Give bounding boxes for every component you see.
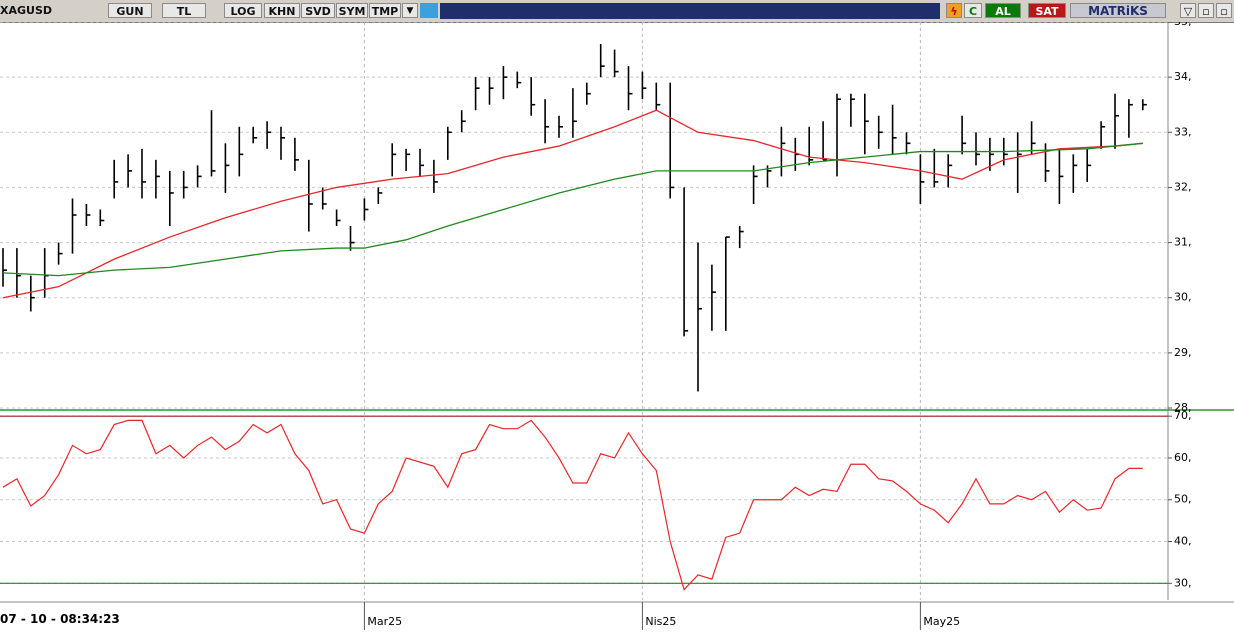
y-tick-label: 32, xyxy=(1174,180,1192,193)
y-tick-label: 35, xyxy=(1174,22,1192,28)
y-tick-label: 34, xyxy=(1174,70,1192,83)
y-tick-label: 29, xyxy=(1174,346,1192,359)
sell[interactable]: SAT xyxy=(1028,3,1066,18)
x-tick-label: Mar25 xyxy=(367,615,402,628)
y-tick-label: 60, xyxy=(1174,451,1192,464)
button[interactable]: SYM xyxy=(336,3,368,18)
button[interactable]: TL xyxy=(162,3,206,18)
toolbar-fill xyxy=(440,3,940,19)
y-tick-label: 30, xyxy=(1174,576,1192,589)
alert-icon[interactable]: ϟ xyxy=(946,3,962,18)
share-icon[interactable] xyxy=(420,3,438,18)
button[interactable]: SVD xyxy=(301,3,335,18)
dropdown[interactable]: ▼ xyxy=(402,3,418,18)
window-button[interactable]: ▫ xyxy=(1216,3,1232,18)
window-button[interactable]: ▽ xyxy=(1180,3,1196,18)
brand: MATRiKS xyxy=(1070,3,1166,18)
button[interactable]: KHN xyxy=(264,3,300,18)
y-tick-label: 40, xyxy=(1174,535,1192,548)
y-tick-label: 70, xyxy=(1174,409,1192,422)
time: 07 - 10 - 08:34:23 xyxy=(0,612,120,626)
moving-average xyxy=(2,109,1143,299)
chart: Mar25 Nis25 May25 35, 34, 33, 32, 31, 30, 29, 28,7… xyxy=(0,22,1234,630)
y-tick-label: 31, xyxy=(1174,236,1192,249)
symbol[interactable]: XAGUSD xyxy=(0,3,100,18)
moving-average xyxy=(2,142,1143,277)
toolbar: XAGUSD GUN TL LOG KHN SVD SYM TMP ▼ ϟ C … xyxy=(0,0,1234,23)
x-tick-label: Nis25 xyxy=(645,615,676,628)
rsi-line xyxy=(2,419,1143,591)
y-tick-label: 30, xyxy=(1174,291,1192,304)
button[interactable]: GUN xyxy=(108,3,152,18)
button[interactable]: LOG xyxy=(224,3,262,18)
refresh[interactable]: C xyxy=(964,3,982,18)
x-tick-label: May25 xyxy=(923,615,960,628)
buy[interactable]: AL xyxy=(985,3,1021,18)
y-tick-label: 50, xyxy=(1174,493,1192,506)
window-button[interactable]: ▫ xyxy=(1198,3,1214,18)
button[interactable]: TMP xyxy=(369,3,401,18)
y-tick-label: 28, xyxy=(1174,401,1192,414)
y-tick-label: 33, xyxy=(1174,125,1192,138)
